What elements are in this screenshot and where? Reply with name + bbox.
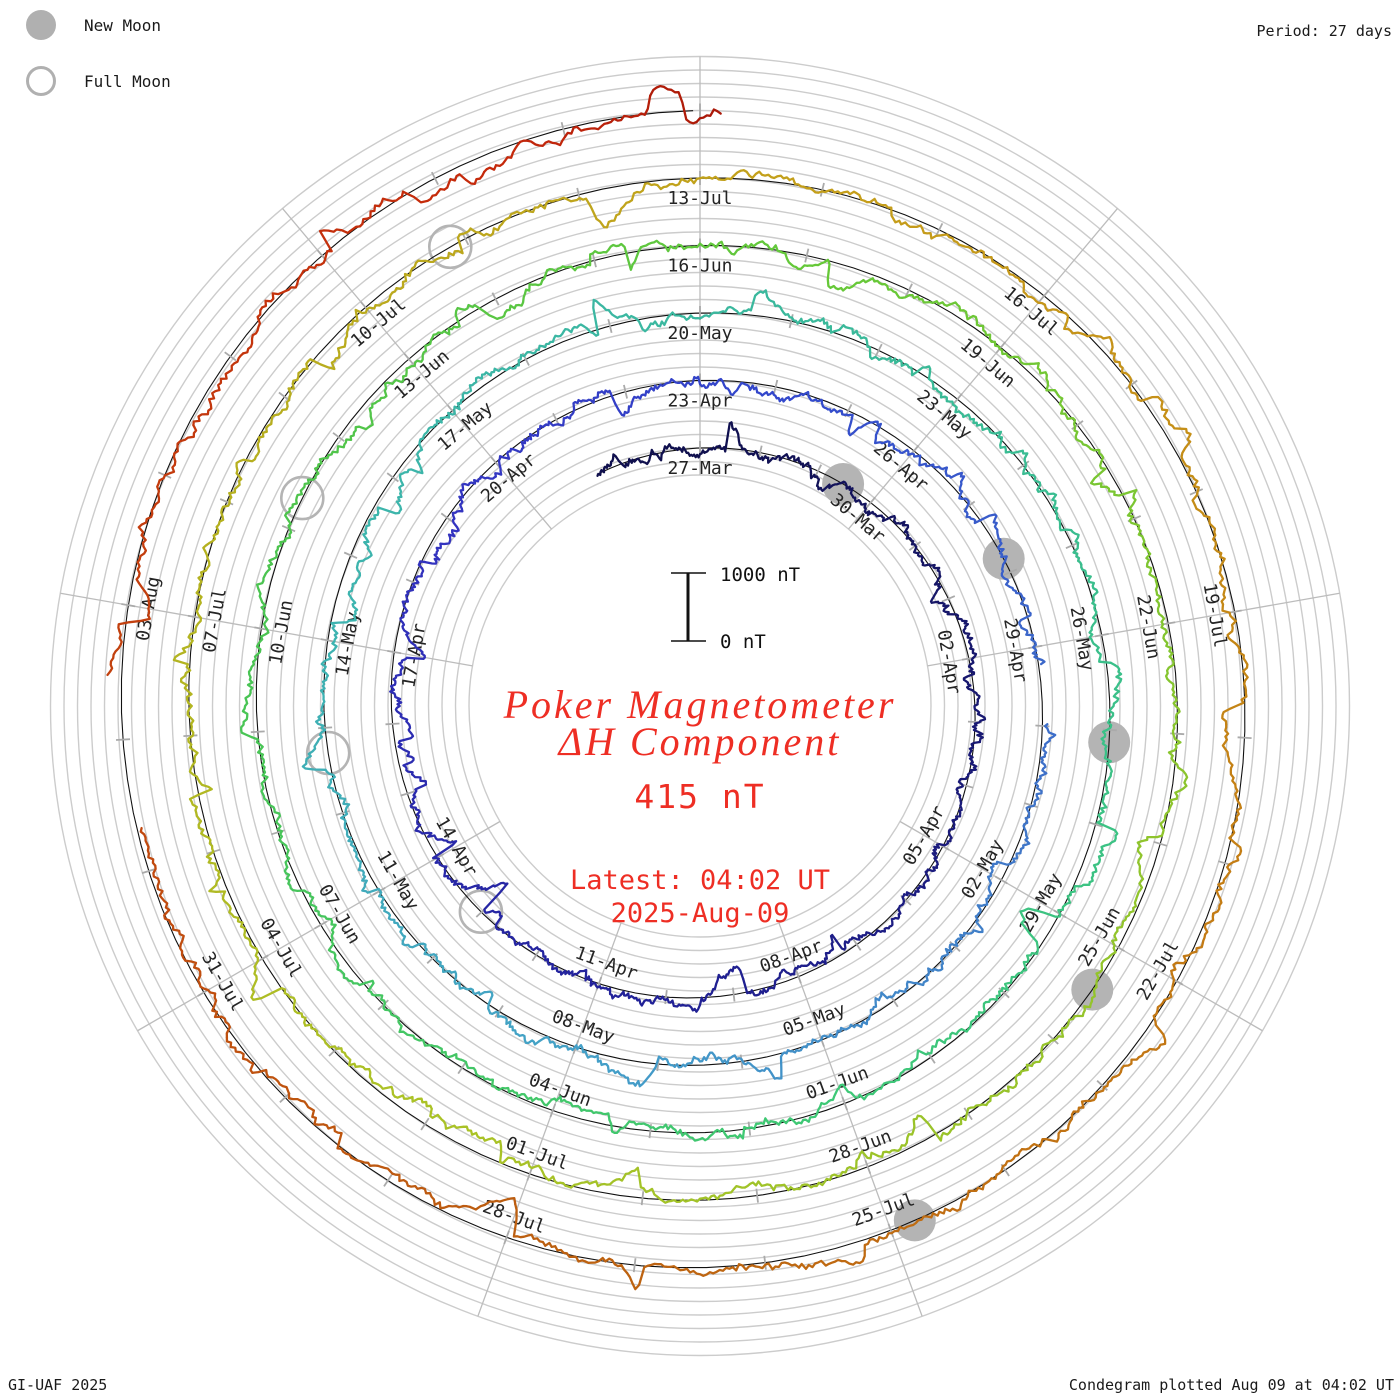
full-moon-marker: [279, 475, 325, 521]
date-label: 29-Apr: [999, 617, 1031, 685]
plot-title-line1: Poker Magnetometer: [503, 682, 897, 727]
legend-new-moon: New Moon: [26, 8, 171, 42]
moon-legend: New Moon Full Moon: [26, 8, 171, 120]
latest-date: 2025-Aug-09: [610, 898, 790, 929]
new-moon-icon: [26, 10, 56, 40]
date-label: 26-May: [1066, 605, 1098, 673]
scale-bottom-label: 0 nT: [720, 631, 766, 653]
date-label: 07-Jul: [199, 587, 231, 655]
credit-label: GI-UAF 2025: [8, 1376, 108, 1394]
plotted-timestamp: Condegram plotted Aug 09 at 04:02 UT: [1068, 1376, 1394, 1394]
plot-title-line2: ΔH Component: [558, 719, 842, 764]
full-moon-icon: [26, 66, 56, 96]
date-label: 19-Jul: [1199, 581, 1231, 649]
scale-top-label: 1000 nT: [720, 564, 800, 586]
legend-full-moon: Full Moon: [26, 64, 171, 98]
date-label: 04-Jul: [255, 915, 306, 982]
period-label: Period: 27 days: [1256, 22, 1392, 40]
date-label: 27-Mar: [667, 458, 732, 479]
full-moon-marker: [427, 224, 473, 270]
date-label: 10-Jun: [265, 598, 297, 666]
date-label: 20-May: [667, 323, 732, 344]
range-value: 415 nT: [634, 777, 766, 816]
date-label: 13-Jul: [667, 188, 732, 209]
date-label: 16-Jun: [667, 256, 732, 277]
scale-bar: 1000 nT 0 nT: [671, 564, 800, 653]
center-text: Poker Magnetometer ΔH Component 415 nT L…: [400, 682, 1000, 930]
new-moon-label: New Moon: [84, 15, 162, 35]
full-moon-label: Full Moon: [84, 71, 171, 91]
full-moon-marker: [458, 889, 504, 935]
date-label: 07-Jun: [314, 881, 365, 948]
date-label: 23-Apr: [667, 391, 732, 412]
data-trace: [106, 84, 1249, 1291]
date-label: 31-Jul: [197, 948, 248, 1015]
date-label: 14-May: [332, 610, 364, 678]
latest-time: Latest: 04:02 UT: [569, 865, 831, 896]
